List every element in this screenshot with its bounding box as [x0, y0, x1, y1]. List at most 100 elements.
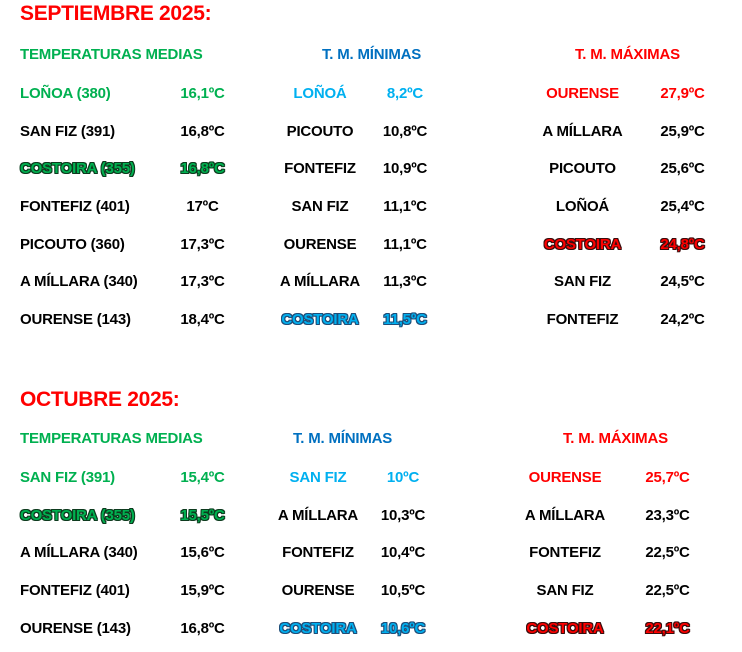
station-name: LOÑOÁ [555, 198, 610, 216]
temperature-row: LOÑOÁ 8,2ºC [270, 84, 440, 122]
temperature-value: 10ºC [386, 469, 420, 486]
station-name: COSTOIRA [526, 619, 604, 637]
column-header-temperaturas-medias: TEMPERATURAS MEDIAS [20, 46, 203, 63]
temperature-value: 18,4ºC [180, 311, 225, 329]
temperature-row: A MÍLLARA 23,3ºC [510, 506, 715, 544]
temperature-value: 25,4ºC [660, 198, 705, 216]
station-name: FONTEFIZ [282, 544, 354, 562]
temperature-value: 10,9ºC [382, 160, 428, 178]
station-name: FONTEFIZ [529, 544, 601, 562]
temperature-value: 10,4ºC [380, 544, 426, 562]
temperature-value: 15,4ºC [180, 469, 225, 486]
station-name: OURENSE [281, 582, 355, 600]
temperature-row: PICOUTO 25,6ºC [525, 159, 725, 197]
temperature-value: 15,6ºC [180, 544, 225, 562]
station-name: OURENSE [528, 469, 602, 486]
station-name: LOÑOA (380) [20, 85, 111, 102]
temperature-row: SAN FIZ 10ºC [268, 468, 438, 506]
temperature-row: FONTEFIZ 22,5ºC [510, 543, 715, 581]
temperature-value: 17,3ºC [180, 273, 225, 291]
temperature-value: 24,8ºC [660, 235, 705, 253]
temperature-value: 16,8ºC [180, 619, 225, 637]
month-title: SEPTIEMBRE 2025: [20, 2, 212, 25]
temperature-row: COSTOIRA 22,1ºC [510, 619, 715, 652]
temperature-value: 16,1ºC [180, 85, 225, 102]
station-name: PICOUTO [549, 160, 616, 178]
temperature-value: 25,9ºC [660, 122, 705, 140]
station-name: COSTOIRA (355) [20, 160, 135, 178]
temperature-row: SAN FIZ (391) 16,8ºC [20, 122, 245, 160]
temperature-value: 10,6ºC [380, 619, 426, 637]
station-name: SAN FIZ [291, 198, 349, 216]
temperature-row: FONTEFIZ (401) 15,9ºC [20, 581, 245, 619]
temperature-row: OURENSE 11,1ºC [270, 235, 440, 273]
temperature-row: PICOUTO 10,8ºC [270, 122, 440, 160]
temperature-value: 17,3ºC [180, 235, 225, 253]
station-name: FONTEFIZ [284, 160, 356, 178]
temperature-row: OURENSE (143) 18,4ºC [20, 310, 245, 348]
temperature-value: 15,9ºC [180, 582, 225, 600]
column-header-minimas: T. M. MÍNIMAS [293, 430, 393, 447]
column-minimas-rows: SAN FIZ 10ºC A MÍLLARA 10,3ºC FONTEFIZ 1… [268, 468, 438, 652]
station-name: PICOUTO [286, 122, 354, 140]
column-medias-rows: LOÑOA (380) 16,1ºC SAN FIZ (391) 16,8ºC … [20, 84, 245, 348]
temperature-row: LOÑOA (380) 16,1ºC [20, 84, 245, 122]
station-name: OURENSE [283, 235, 357, 253]
station-name: SAN FIZ [554, 273, 611, 291]
column-header-maximas: T. M. MÁXIMAS [563, 430, 668, 447]
temperature-value: 16,8ºC [180, 122, 225, 140]
station-name: PICOUTO (360) [20, 235, 125, 253]
station-name: FONTEFIZ (401) [20, 582, 130, 600]
temperature-row: COSTOIRA 11,5ºC [270, 310, 440, 348]
temperature-row: SAN FIZ 11,1ºC [270, 197, 440, 235]
station-name: FONTEFIZ [546, 311, 619, 329]
section-octubre-2025: OCTUBRE 2025: TEMPERATURAS MEDIAS T. M. … [0, 386, 742, 652]
temperature-value: 8,2ºC [386, 85, 424, 102]
temperature-value: 10,8ºC [382, 122, 428, 140]
temperature-value: 11,3ºC [383, 273, 427, 291]
temperature-value: 22,5ºC [645, 582, 690, 600]
temperature-row: A MÍLLARA 25,9ºC [525, 122, 725, 160]
temperature-row: FONTEFIZ 24,2ºC [525, 310, 725, 348]
column-maximas-rows: OURENSE 27,9ºC A MÍLLARA 25,9ºC PICOUTO … [525, 84, 725, 348]
temperature-row: OURENSE (143) 16,8ºC [20, 619, 245, 652]
station-name: OURENSE (143) [20, 311, 131, 329]
station-name: A MÍLLARA [524, 506, 606, 524]
station-name: A MÍLLARA [279, 273, 361, 291]
temperature-value: 15,5ºC [180, 506, 225, 524]
station-name: A MÍLLARA (340) [20, 544, 138, 562]
temperature-row: COSTOIRA (355) 15,5ºC [20, 506, 245, 544]
column-header-temperaturas-medias: TEMPERATURAS MEDIAS [20, 430, 203, 447]
temperature-value: 11,5ºC [383, 311, 427, 329]
temperature-value: 11,1ºC [383, 198, 427, 216]
station-name: OURENSE (143) [20, 619, 131, 637]
section-septiembre-2025: SEPTIEMBRE 2025: TEMPERATURAS MEDIAS T. … [20, 2, 725, 348]
column-maximas-rows: OURENSE 25,7ºC A MÍLLARA 23,3ºC FONTEFIZ… [510, 468, 715, 652]
temperature-value: 27,9ºC [660, 85, 705, 102]
station-name: COSTOIRA [279, 619, 357, 637]
station-name: COSTOIRA [543, 235, 622, 253]
station-name: SAN FIZ [289, 469, 347, 486]
temperature-row: COSTOIRA 10,6ºC [268, 619, 438, 652]
column-medias-rows: SAN FIZ (391) 15,4ºC COSTOIRA (355) 15,5… [20, 468, 245, 652]
temperature-value: 22,5ºC [645, 544, 690, 562]
station-name: SAN FIZ (391) [20, 122, 115, 140]
station-name: COSTOIRA (355) [20, 506, 135, 524]
temperature-value: 11,1ºC [383, 235, 427, 253]
temperature-value: 23,3ºC [645, 506, 690, 524]
temperature-row: FONTEFIZ 10,9ºC [270, 159, 440, 197]
temperature-row: A MÍLLARA 11,3ºC [270, 272, 440, 310]
temperature-row: PICOUTO (360) 17,3ºC [20, 235, 245, 273]
temperature-value: 24,2ºC [660, 311, 705, 329]
temperature-row: COSTOIRA 24,8ºC [525, 235, 725, 273]
station-name: SAN FIZ [536, 582, 594, 600]
temperature-value: 17ºC [186, 198, 219, 216]
station-name: A MÍLLARA (340) [20, 273, 138, 291]
station-name: FONTEFIZ (401) [20, 198, 130, 216]
column-header-minimas: T. M. MÍNIMAS [322, 46, 422, 63]
temperature-row: SAN FIZ (391) 15,4ºC [20, 468, 245, 506]
temperature-value: 25,6ºC [660, 160, 705, 178]
station-name: OURENSE [546, 85, 619, 102]
temperature-value: 22,1ºC [645, 619, 690, 637]
